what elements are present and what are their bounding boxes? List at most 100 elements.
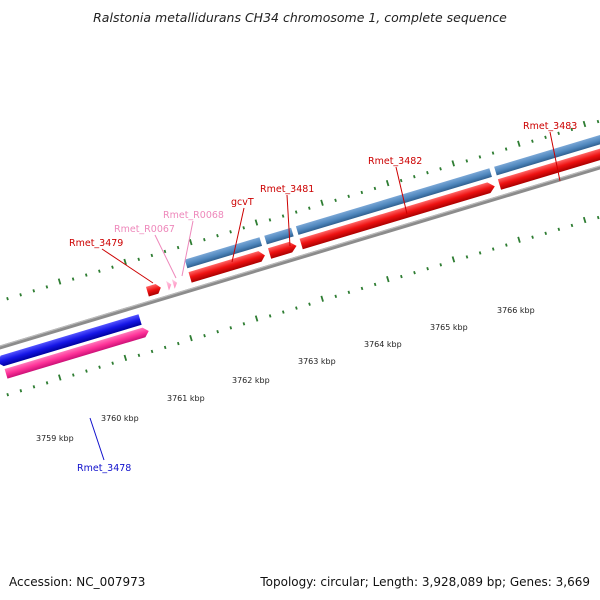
lower-major-tick — [189, 335, 193, 342]
upper-minor-tick — [6, 297, 9, 301]
upper-major-tick — [582, 120, 587, 128]
upper-minor-tick — [98, 269, 101, 273]
feature-rmet-3481 — [267, 241, 297, 259]
leader-rmet-3482 — [395, 166, 408, 215]
feature-rna-reverse — [4, 327, 149, 379]
lower-minor-tick — [334, 294, 338, 298]
lower-minor-tick — [347, 290, 351, 295]
upper-minor-tick — [373, 186, 377, 191]
feature-gcvt — [188, 251, 265, 283]
upper-minor-tick — [399, 178, 403, 183]
lower-major-tick — [451, 256, 456, 263]
lower-minor-tick — [570, 223, 574, 228]
feature-rmet-r0068 — [171, 279, 178, 289]
upper-minor-tick — [71, 277, 75, 281]
orf-band-3 — [295, 168, 492, 235]
orf-band-1 — [184, 237, 263, 269]
upper-minor-tick — [150, 253, 154, 258]
feature-rmet-3482 — [299, 182, 495, 250]
lower-major-tick — [582, 216, 587, 224]
lower-minor-tick — [72, 373, 75, 377]
upper-minor-tick — [281, 214, 285, 218]
lower-minor-tick — [505, 243, 508, 247]
upper-minor-tick — [426, 171, 429, 175]
lower-minor-tick — [137, 353, 141, 358]
upper-minor-tick — [229, 230, 232, 234]
lower-major-tick — [386, 275, 390, 283]
lower-minor-tick — [19, 389, 23, 393]
upper-minor-tick — [439, 167, 442, 171]
lower-major-tick — [123, 354, 128, 361]
orf-bands — [184, 132, 600, 269]
scale-labels: 3759 kbp 3760 kbp 3761 kbp 3762 kbp 3763… — [36, 306, 535, 443]
lower-minor-tick — [268, 314, 272, 318]
lower-minor-tick — [177, 341, 180, 346]
upper-major-tick — [189, 239, 193, 246]
lower-major-tick — [58, 374, 62, 381]
feature-rmet-3478 — [0, 314, 142, 367]
lower-minor-tick — [478, 251, 482, 255]
upper-minor-tick — [596, 119, 600, 124]
tick-label-3766: 3766 kbp — [497, 306, 535, 315]
lower-minor-tick — [596, 215, 600, 220]
lower-minor-tick — [6, 392, 10, 397]
lower-minor-tick — [98, 365, 101, 369]
upper-minor-tick — [216, 234, 219, 238]
upper-minor-tick — [491, 151, 495, 155]
lower-minor-tick — [373, 282, 377, 287]
tick-label-3759: 3759 kbp — [36, 434, 74, 443]
lower-minor-tick — [32, 385, 36, 389]
upper-major-tick — [254, 219, 259, 226]
tick-label-3761: 3761 kbp — [167, 394, 205, 403]
lower-minor-tick — [45, 381, 49, 385]
label-rmet-r0067: Rmet_R0067 — [114, 224, 175, 235]
upper-minor-tick — [360, 190, 364, 195]
upper-minor-tick — [413, 174, 416, 179]
lower-minor-tick — [400, 274, 403, 279]
upper-major-tick — [451, 160, 455, 167]
orf-band-2 — [264, 227, 294, 245]
leader-rmet-3479 — [101, 248, 154, 284]
leader-gcvt — [231, 207, 245, 263]
lower-major-tick — [320, 295, 324, 302]
label-rmet-3479: Rmet_3479 — [69, 238, 123, 249]
leader-rmet-3481 — [286, 194, 291, 247]
upper-minor-tick — [465, 159, 469, 163]
upper-minor-tick — [19, 293, 22, 297]
label-rmet-3478: Rmet_3478 — [77, 463, 131, 474]
leader-rmet-r0068 — [181, 220, 194, 277]
upper-major-tick — [385, 179, 390, 187]
lower-major-tick — [517, 236, 521, 243]
label-rmet-3483: Rmet_3483 — [523, 121, 577, 132]
lower-minor-tick — [413, 270, 416, 275]
lower-minor-tick — [163, 345, 167, 350]
upper-minor-tick — [478, 155, 482, 159]
lower-minor-tick — [308, 302, 311, 306]
feature-rmet-3479 — [145, 284, 161, 297]
reverse-features — [0, 314, 149, 379]
upper-minor-tick — [531, 139, 534, 143]
upper-major-tick — [57, 278, 62, 285]
lower-minor-tick — [216, 330, 219, 334]
upper-tick-row — [6, 119, 600, 301]
leader-rmet-3483 — [549, 131, 561, 182]
lower-minor-tick — [557, 227, 561, 232]
tick-label-3764: 3764 kbp — [364, 340, 402, 349]
upper-minor-tick — [557, 131, 560, 136]
lower-minor-tick — [111, 361, 114, 365]
upper-minor-tick — [203, 237, 206, 242]
leader-rmet-r0067 — [154, 234, 177, 279]
lower-minor-tick — [295, 306, 298, 310]
lower-minor-tick — [85, 369, 88, 373]
lower-minor-tick — [531, 235, 534, 239]
lower-minor-tick — [439, 263, 443, 267]
upper-major-tick — [517, 140, 521, 147]
tick-label-3765: 3765 kbp — [430, 323, 468, 332]
upper-major-tick — [123, 258, 127, 265]
upper-minor-tick — [163, 249, 167, 254]
upper-minor-tick — [137, 257, 141, 262]
lower-minor-tick — [150, 349, 154, 354]
upper-minor-tick — [504, 147, 508, 151]
leader-rmet-3478 — [89, 417, 105, 461]
